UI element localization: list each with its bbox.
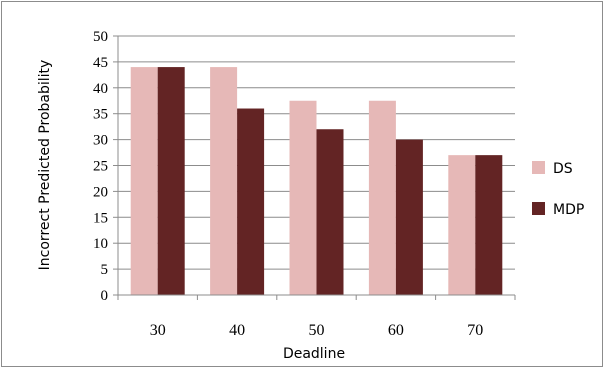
y-tick-label: 50 [93,29,108,45]
bar-ds-60 [368,100,396,295]
bar-mdp-70 [475,155,503,295]
legend-swatch-mdp [532,202,545,215]
bar-mdp-40 [237,108,265,296]
bars [130,67,503,296]
bar-ds-70 [448,155,476,295]
y-tick-label: 15 [93,210,108,226]
x-tick-label: 30 [150,322,166,339]
y-tick-label: 20 [93,184,108,200]
x-tick-label: 60 [388,322,404,339]
bar-ds-40 [210,67,238,295]
x-tick-labels: 30 40 50 60 70 [150,322,484,339]
y-tick-label: 5 [101,262,109,278]
y-tick-labels: 0 5 10 15 20 25 30 35 40 45 50 [93,29,108,304]
x-tick-label: 70 [467,322,483,339]
bar-ds-50 [289,100,317,295]
x-axis-title: Deadline [283,346,345,362]
bar-mdp-50 [316,129,344,295]
bar-mdp-60 [395,139,423,295]
legend-label-mdp: MDP [553,202,584,218]
x-tick-label: 40 [229,322,245,339]
legend-swatch-ds [532,161,545,174]
y-axis-title: Incorrect Predicted Probability [37,60,53,271]
y-tick-label: 30 [93,133,108,149]
y-tick-label: 0 [101,288,109,304]
y-tick-label: 25 [93,159,108,175]
bar-ds-30 [130,67,158,295]
legend-label-ds: DS [553,161,573,177]
y-tick-label: 10 [93,236,108,252]
y-tick-label: 45 [93,55,108,71]
axes [113,35,516,300]
y-tick-label: 35 [93,107,108,123]
x-tick-label: 50 [309,322,325,339]
bar-mdp-30 [157,67,185,295]
y-tick-label: 40 [93,81,108,97]
legend: DS MDP [532,161,584,218]
